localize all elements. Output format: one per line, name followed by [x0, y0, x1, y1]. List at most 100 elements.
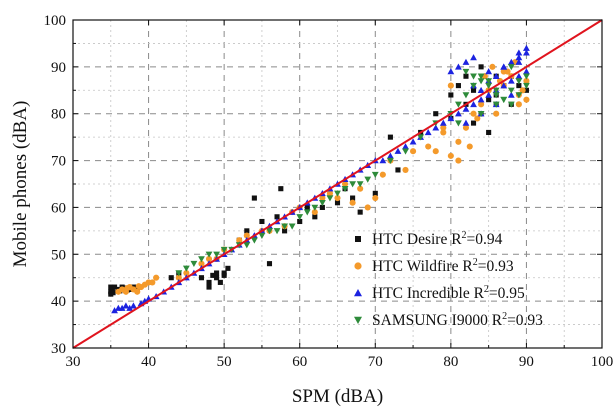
legend-series-name: HTC Incredible [372, 285, 474, 302]
data-point [198, 275, 205, 281]
data-point [477, 78, 485, 85]
data-point [135, 283, 142, 290]
data-point [198, 256, 205, 263]
data-point [515, 58, 523, 65]
data-point [477, 73, 485, 80]
data-point [395, 167, 401, 173]
y-tick-label: 50 [51, 247, 66, 263]
legend-label: SAMSUNG I9000 R2=0.93 [372, 311, 543, 329]
x-tick-label: 70 [368, 354, 383, 370]
data-point [250, 237, 258, 244]
data-point [311, 209, 318, 216]
data-point [523, 49, 530, 56]
data-point [486, 129, 492, 136]
data-point [493, 110, 500, 117]
data-point [500, 63, 508, 70]
data-point [519, 87, 526, 94]
data-point [440, 124, 447, 131]
data-point [507, 64, 515, 71]
data-point [334, 190, 341, 197]
data-point [447, 68, 455, 75]
data-point [470, 110, 477, 117]
y-tick-label: 70 [51, 154, 66, 170]
data-point [379, 157, 387, 164]
data-point [266, 228, 273, 235]
data-point [303, 209, 311, 216]
data-point [492, 72, 500, 79]
data-point [523, 77, 530, 84]
data-point [447, 82, 454, 89]
data-point [149, 279, 156, 286]
data-point [364, 176, 372, 183]
data-point [258, 232, 266, 239]
data-point [462, 58, 470, 65]
data-point [236, 237, 243, 244]
data-point [130, 302, 137, 309]
data-point [478, 64, 484, 70]
legend-series-name: HTC Wildfire [372, 258, 462, 275]
data-point [175, 274, 182, 281]
data-point [485, 68, 493, 75]
legend-marker [354, 316, 362, 324]
y-tick-label: 30 [51, 341, 66, 357]
legend-item: HTC Wildfire R2=0.93 [354, 257, 514, 275]
data-point [183, 269, 190, 277]
data-point [311, 204, 319, 211]
data-point [281, 223, 288, 230]
x-tick-label: 40 [141, 354, 156, 370]
data-point [110, 290, 116, 296]
data-point [515, 49, 523, 56]
data-point [462, 105, 470, 112]
data-point [439, 119, 447, 126]
data-point [409, 138, 417, 145]
legend-r2-symbol: R [474, 285, 485, 302]
data-point [489, 63, 496, 70]
legend-r2-symbol: R [451, 231, 462, 248]
legend-r2-value: =0.94 [467, 231, 503, 248]
data-point [349, 181, 357, 188]
data-point [126, 304, 134, 311]
data-point [462, 119, 470, 126]
data-point [356, 181, 364, 188]
x-tick-label: 30 [66, 354, 81, 370]
legend-r2-value: =0.95 [489, 285, 525, 302]
data-point [432, 148, 439, 155]
data-point [251, 195, 257, 201]
data-point [288, 223, 296, 230]
data-point [523, 87, 529, 93]
data-point [410, 148, 417, 155]
identity-line [72, 19, 603, 349]
data-point [455, 83, 461, 89]
x-tick-label: 90 [519, 354, 534, 370]
data-point [134, 288, 141, 295]
data-point [379, 171, 386, 178]
data-point [523, 44, 530, 51]
data-point [372, 190, 378, 196]
data-point [474, 115, 481, 122]
x-tick-label: 60 [292, 354, 307, 370]
x-tick-label: 50 [217, 354, 232, 370]
data-point [455, 157, 462, 164]
axis-ticks: 30 40 50 60 70 80 90 100 30 40 50 60 70 80 90 100 [44, 13, 614, 370]
legend-r2-superscript: 2 [462, 230, 467, 241]
data-point [220, 246, 228, 253]
data-point [349, 199, 356, 206]
data-point [462, 124, 470, 131]
data-point [470, 100, 477, 108]
y-axis-title: Mobile phones (dBA) [10, 101, 31, 268]
data-point [259, 218, 265, 225]
data-point [319, 204, 325, 210]
data-point [190, 260, 198, 268]
data-point [357, 185, 364, 192]
data-point [273, 228, 281, 235]
data-point [274, 214, 280, 220]
data-point [516, 83, 522, 89]
data-point [417, 134, 425, 141]
data-point [507, 87, 515, 94]
y-tick-label: 100 [44, 13, 67, 29]
data-point [477, 96, 485, 103]
legend-r2-symbol: R [492, 312, 503, 329]
data-point [492, 101, 500, 108]
data-point [470, 73, 477, 80]
